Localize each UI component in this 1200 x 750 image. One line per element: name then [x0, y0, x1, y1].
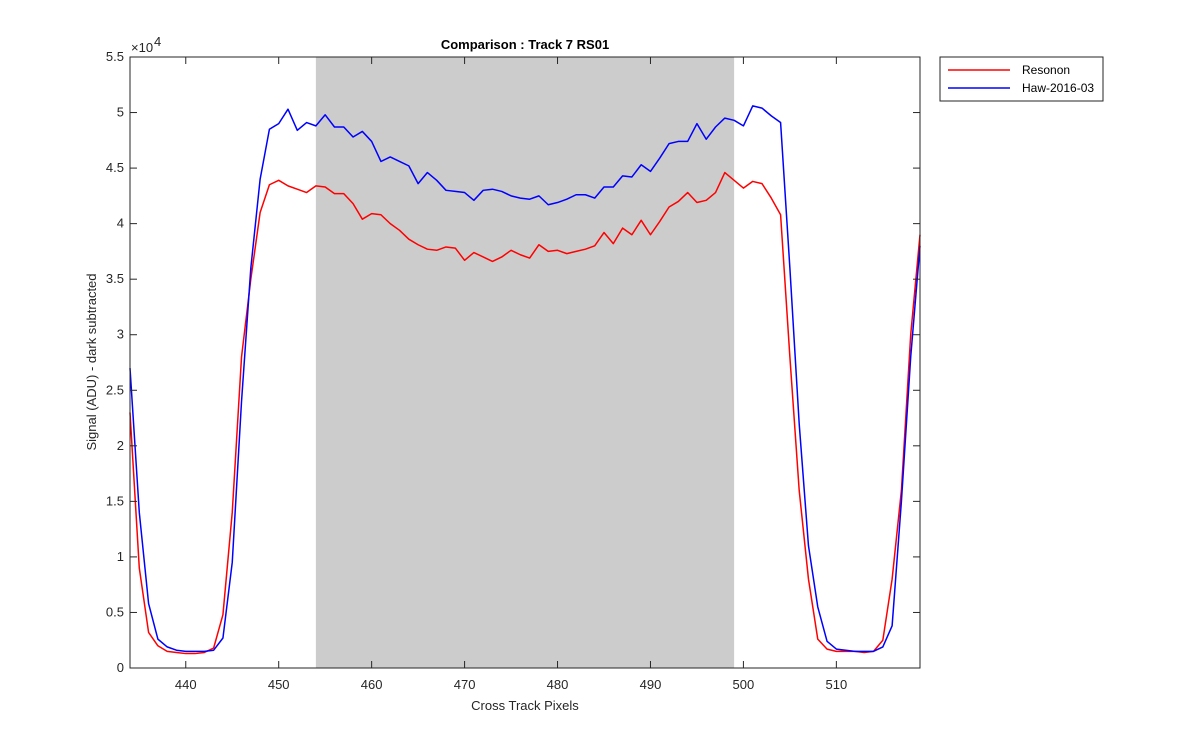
- y-tick-label: 0.5: [106, 604, 124, 619]
- y-tick-label: 1.5: [106, 493, 124, 508]
- shaded-region: [315, 57, 735, 668]
- x-tick-label: 460: [361, 677, 383, 692]
- x-tick-label: 450: [268, 677, 290, 692]
- y-axis-ticks: 0 0.5 1 1.5 2 2.5 3 3.5 4 4.5 5 5.5: [106, 49, 920, 675]
- axes-box: [129, 56, 921, 669]
- y-tick-label: 5.5: [106, 49, 124, 64]
- x-tick-label: 440: [175, 677, 197, 692]
- x-tick-label: 490: [640, 677, 662, 692]
- y-tick-label: 0: [117, 660, 124, 675]
- legend-label-resonon: Resonon: [1022, 63, 1070, 77]
- y-tick-label: 5: [117, 105, 124, 120]
- legend: Resonon Haw-2016-03: [939, 56, 1104, 102]
- y-tick-label: 1: [117, 549, 124, 564]
- y-axis-label: Signal (ADU) - dark subtracted: [84, 273, 99, 450]
- y-tick-label: 2.5: [106, 382, 124, 397]
- x-tick-label: 480: [547, 677, 569, 692]
- x-axis-ticks: 440 450 460 470 480 490 500 510: [175, 57, 847, 692]
- series-line-haw-2016-03: [129, 105, 921, 653]
- x-axis-label: Cross Track Pixels: [471, 698, 579, 713]
- series-line-resonon: [129, 171, 921, 655]
- legend-box: [939, 56, 1104, 102]
- y-tick-label: 4.5: [106, 160, 124, 175]
- y-tick-label: 4: [117, 216, 124, 231]
- x-tick-label: 500: [733, 677, 755, 692]
- x-tick-label: 470: [454, 677, 476, 692]
- y-exponent-base: ×10: [131, 40, 153, 55]
- legend-label-haw: Haw-2016-03: [1022, 81, 1094, 95]
- y-tick-label: 2: [117, 438, 124, 453]
- y-tick-label: 3: [117, 327, 124, 342]
- chart-title: Comparison : Track 7 RS01: [441, 37, 609, 52]
- y-exponent-power: 4: [154, 34, 161, 49]
- y-tick-label: 3.5: [106, 271, 124, 286]
- series-layer: [129, 105, 921, 655]
- x-tick-label: 510: [826, 677, 848, 692]
